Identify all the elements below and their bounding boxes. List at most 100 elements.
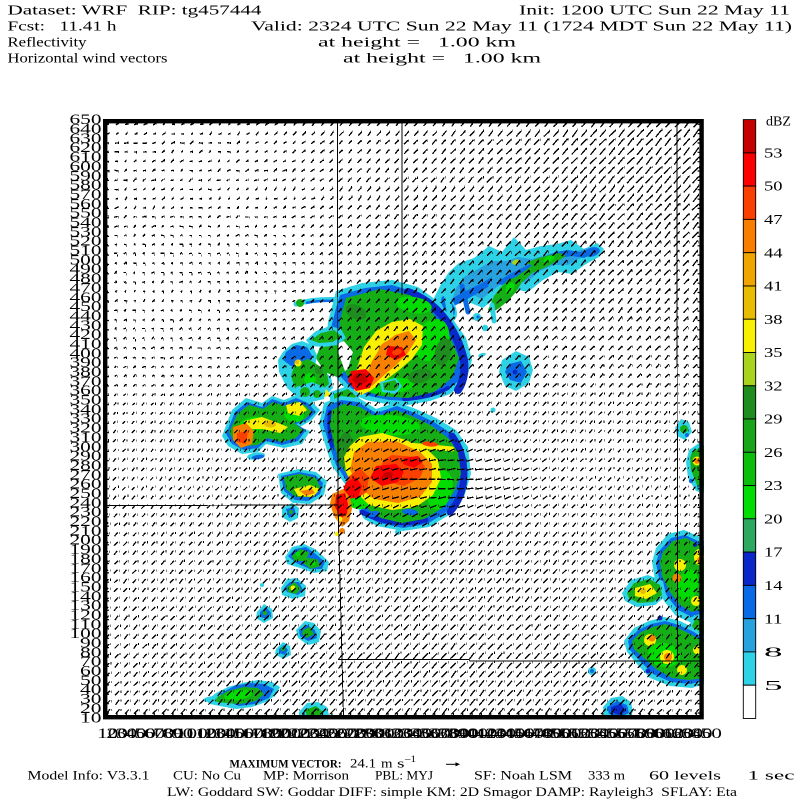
svg-text:320: 320: [70, 421, 102, 437]
svg-text:260: 260: [325, 726, 357, 742]
svg-text:380: 380: [70, 365, 102, 381]
svg-text:310: 310: [372, 726, 404, 742]
svg-text:–1: –1: [404, 755, 416, 765]
svg-text:630: 630: [70, 131, 102, 147]
svg-text:620: 620: [662, 726, 694, 742]
svg-text:360: 360: [419, 726, 451, 742]
svg-text:230: 230: [297, 726, 329, 742]
svg-text:m: m: [381, 756, 393, 771]
svg-text:350: 350: [410, 726, 442, 742]
svg-text:MAXIMUM VECTOR:: MAXIMUM VECTOR:: [230, 757, 342, 771]
svg-text:60 levels: 60 levels: [649, 768, 721, 783]
svg-text:Model Info: V3.3.1: Model Info: V3.3.1: [28, 768, 150, 783]
svg-text:270: 270: [70, 467, 102, 483]
svg-text:30: 30: [80, 692, 102, 708]
svg-text:330: 330: [391, 726, 423, 742]
svg-text:160: 160: [70, 570, 102, 586]
svg-text:41: 41: [764, 279, 783, 294]
svg-text:180: 180: [251, 726, 283, 742]
svg-text:Init: 1200 UTC Sun 22 May 11: Init: 1200 UTC Sun 22 May 11: [519, 4, 790, 19]
svg-text:90: 90: [172, 726, 194, 742]
svg-text:100: 100: [176, 726, 208, 742]
svg-text:270: 270: [335, 726, 367, 742]
svg-text:530: 530: [578, 726, 610, 742]
svg-text:440: 440: [70, 308, 102, 324]
svg-text:Fcst: 11.41 h: Fcst: 11.41 h: [8, 20, 117, 35]
svg-text:390: 390: [447, 726, 479, 742]
svg-text:590: 590: [70, 168, 102, 184]
svg-text:26: 26: [764, 445, 783, 460]
svg-text:14: 14: [764, 578, 783, 593]
svg-text:520: 520: [568, 726, 600, 742]
svg-text:410: 410: [70, 337, 102, 353]
svg-text:32: 32: [764, 378, 783, 393]
svg-text:MP: Morrison: MP: Morrison: [263, 768, 350, 783]
svg-text:560: 560: [70, 196, 102, 212]
svg-text:23: 23: [764, 478, 783, 493]
svg-text:90: 90: [80, 636, 102, 652]
svg-text:290: 290: [354, 726, 386, 742]
svg-text:500: 500: [70, 252, 102, 268]
svg-text:600: 600: [70, 159, 102, 175]
svg-text:5: 5: [764, 678, 783, 693]
svg-text:400: 400: [70, 346, 102, 362]
svg-text:CU: No Cu: CU: No Cu: [173, 768, 242, 783]
svg-text:20: 20: [106, 726, 128, 742]
svg-text:610: 610: [653, 726, 685, 742]
svg-text:570: 570: [70, 187, 102, 203]
svg-text:s: s: [397, 756, 405, 771]
svg-text:190: 190: [70, 542, 102, 558]
svg-text:510: 510: [70, 243, 102, 259]
svg-text:510: 510: [559, 726, 591, 742]
svg-text:370: 370: [428, 726, 460, 742]
svg-text:230: 230: [70, 505, 102, 521]
svg-text:490: 490: [540, 726, 572, 742]
svg-text:430: 430: [484, 726, 516, 742]
svg-text:470: 470: [70, 280, 102, 296]
svg-text:580: 580: [70, 178, 102, 194]
svg-text:60: 60: [144, 726, 166, 742]
svg-text:650: 650: [690, 726, 722, 742]
svg-text:250: 250: [316, 726, 348, 742]
svg-text:390: 390: [70, 355, 102, 371]
svg-text:17: 17: [764, 545, 783, 560]
svg-text:80: 80: [162, 726, 184, 742]
svg-text:130: 130: [70, 598, 102, 614]
svg-text:170: 170: [70, 561, 102, 577]
svg-text:380: 380: [438, 726, 470, 742]
svg-text:210: 210: [70, 523, 102, 539]
svg-text:320: 320: [382, 726, 414, 742]
svg-text:250: 250: [70, 486, 102, 502]
svg-text:480: 480: [531, 726, 563, 742]
svg-text:120: 120: [195, 726, 227, 742]
svg-text:170: 170: [241, 726, 273, 742]
svg-text:70: 70: [153, 726, 175, 742]
svg-text:8: 8: [764, 645, 783, 660]
svg-text:460: 460: [512, 726, 544, 742]
svg-text:560: 560: [606, 726, 638, 742]
svg-text:44: 44: [764, 245, 783, 260]
svg-text:420: 420: [475, 726, 507, 742]
svg-text:240: 240: [70, 495, 102, 511]
svg-text:50: 50: [764, 179, 783, 194]
svg-text:10: 10: [80, 710, 102, 726]
svg-text:340: 340: [70, 402, 102, 418]
svg-text:PBL: MYJ: PBL: MYJ: [375, 768, 433, 783]
svg-text:550: 550: [70, 206, 102, 222]
svg-text:dBZ: dBZ: [766, 115, 791, 130]
svg-text:333 m: 333 m: [588, 768, 625, 783]
svg-text:at height = 1.00 km: at height = 1.00 km: [343, 52, 541, 67]
svg-text:570: 570: [615, 726, 647, 742]
svg-text:53: 53: [764, 146, 783, 161]
svg-text:500: 500: [550, 726, 582, 742]
svg-text:640: 640: [681, 726, 713, 742]
svg-text:100: 100: [70, 626, 102, 642]
svg-text:350: 350: [70, 393, 102, 409]
svg-text:280: 280: [70, 458, 102, 474]
svg-text:11: 11: [764, 611, 783, 626]
svg-text:460: 460: [70, 290, 102, 306]
svg-text:210: 210: [279, 726, 311, 742]
svg-text:Dataset: WRF RIP: tg457444: Dataset: WRF RIP: tg457444: [8, 4, 262, 19]
svg-text:540: 540: [587, 726, 619, 742]
svg-text:300: 300: [70, 439, 102, 455]
